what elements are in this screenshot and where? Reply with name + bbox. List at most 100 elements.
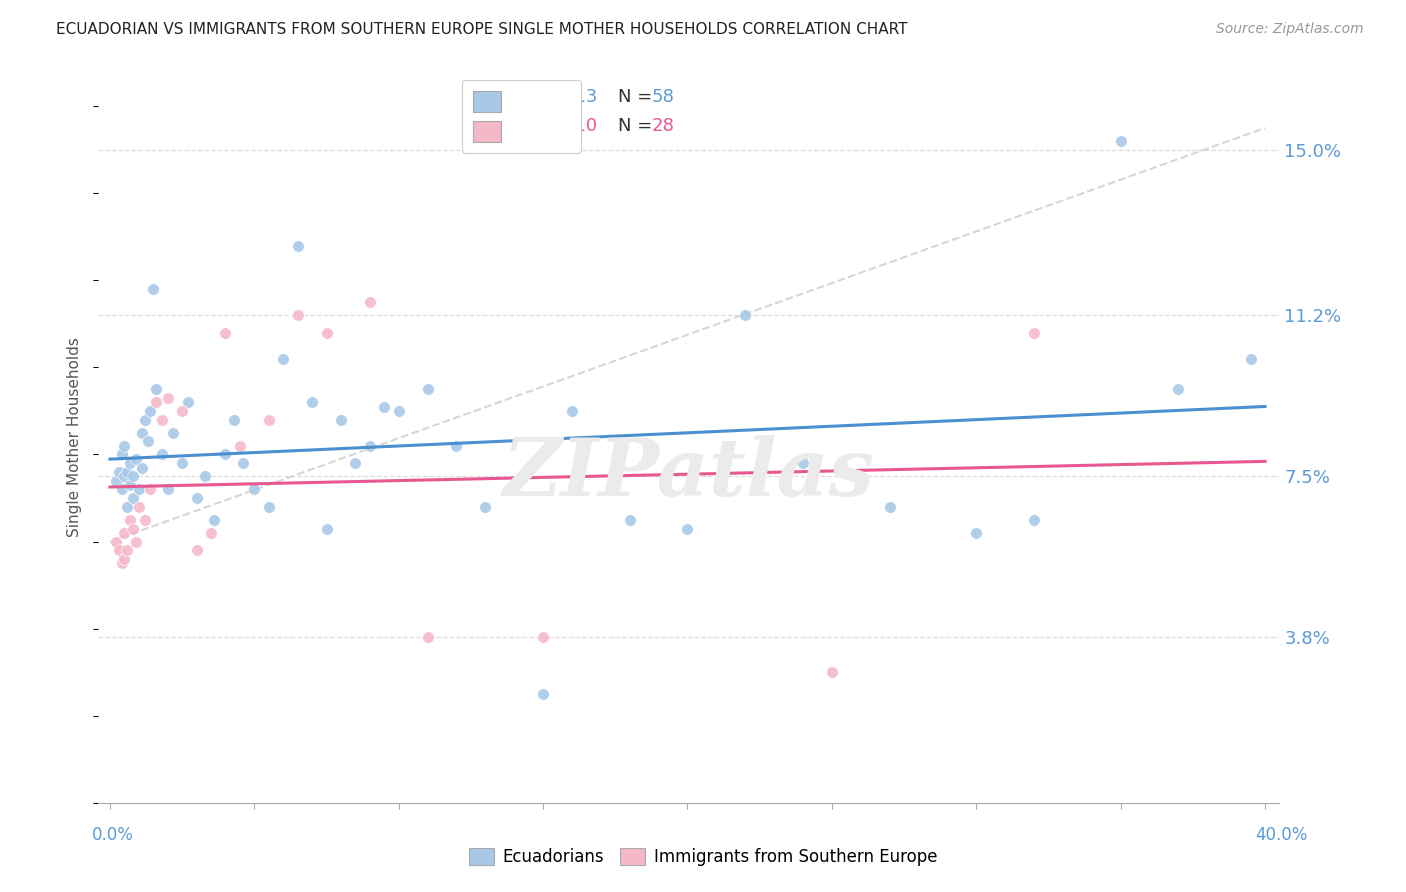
Point (110, 483, 132, 497)
Point (1022, 513, 1045, 527)
Point (104, 534, 127, 549)
Point (531, 687, 554, 701)
Point (271, 351, 294, 366)
Point (301, 395, 323, 409)
Point (112, 525, 135, 540)
Point (734, 308, 756, 322)
Point (172, 404, 194, 418)
Point (110, 448, 132, 462)
Point (446, 439, 468, 453)
Point (257, 500, 280, 514)
Point (112, 469, 135, 483)
Point (120, 478, 142, 492)
Point (474, 500, 496, 514)
Point (965, 525, 987, 540)
Point (134, 513, 156, 527)
Point (142, 282, 165, 296)
Text: N =: N = (619, 88, 658, 106)
Point (177, 395, 200, 409)
Point (1022, 326, 1045, 340)
Point (125, 534, 148, 549)
Point (120, 513, 142, 527)
Text: 0.213: 0.213 (547, 88, 599, 106)
Point (110, 557, 132, 571)
Point (139, 483, 162, 497)
Point (131, 460, 153, 475)
Point (287, 308, 309, 322)
Text: R =: R = (506, 117, 546, 136)
Text: R =: R = (506, 88, 546, 106)
Text: 28: 28 (651, 117, 673, 136)
Point (145, 395, 167, 409)
Text: 0.410: 0.410 (547, 117, 599, 136)
Point (792, 456, 814, 470)
Point (315, 521, 337, 535)
Point (388, 404, 411, 418)
Point (112, 552, 135, 566)
Point (243, 483, 266, 497)
Point (156, 483, 179, 497)
Point (619, 513, 641, 527)
Point (224, 412, 246, 426)
Point (214, 448, 236, 462)
Text: 58: 58 (651, 88, 673, 106)
Point (150, 448, 173, 462)
Point (416, 382, 439, 396)
Point (1167, 382, 1189, 396)
Point (145, 382, 167, 396)
Point (531, 631, 554, 645)
Point (200, 525, 222, 540)
Point (676, 521, 699, 535)
Point (287, 238, 309, 252)
Point (117, 465, 139, 479)
Point (122, 469, 145, 483)
Point (112, 439, 135, 453)
Text: Source: ZipAtlas.com: Source: ZipAtlas.com (1216, 22, 1364, 37)
Text: 0.0%: 0.0% (91, 826, 134, 844)
Point (359, 295, 381, 310)
Point (122, 491, 145, 505)
Point (416, 631, 439, 645)
Point (821, 665, 844, 680)
Point (330, 412, 353, 426)
Point (107, 465, 129, 479)
Point (879, 500, 901, 514)
Text: ECUADORIAN VS IMMIGRANTS FROM SOUTHERN EUROPE SINGLE MOTHER HOUSEHOLDS CORRELATI: ECUADORIAN VS IMMIGRANTS FROM SOUTHERN E… (56, 22, 908, 37)
Point (194, 469, 217, 483)
Point (120, 456, 142, 470)
Point (162, 425, 184, 440)
Point (156, 391, 179, 405)
Point (128, 500, 150, 514)
Point (186, 543, 208, 558)
Point (107, 543, 129, 558)
Point (344, 456, 367, 470)
Point (117, 500, 139, 514)
Legend:           ,           : , (461, 80, 581, 153)
Point (1239, 351, 1261, 366)
Point (136, 434, 159, 449)
Point (186, 491, 208, 505)
Point (172, 456, 194, 470)
Text: ZIPatlas: ZIPatlas (503, 435, 875, 512)
Point (125, 451, 148, 466)
Text: N =: N = (619, 117, 658, 136)
Point (373, 400, 395, 414)
Point (257, 412, 280, 426)
Point (150, 412, 173, 426)
Text: 40.0%: 40.0% (1256, 826, 1308, 844)
Point (202, 513, 225, 527)
Point (1109, 134, 1132, 148)
Legend: Ecuadorians, Immigrants from Southern Europe: Ecuadorians, Immigrants from Southern Eu… (463, 841, 943, 873)
Point (122, 521, 145, 535)
Point (561, 404, 583, 418)
Point (359, 439, 381, 453)
Point (214, 326, 236, 340)
Point (134, 412, 156, 426)
Point (139, 404, 162, 418)
Point (128, 483, 150, 497)
Point (229, 439, 252, 453)
Point (104, 474, 127, 488)
Y-axis label: Single Mother Households: Single Mother Households (67, 337, 83, 537)
Point (315, 326, 337, 340)
Point (117, 543, 139, 558)
